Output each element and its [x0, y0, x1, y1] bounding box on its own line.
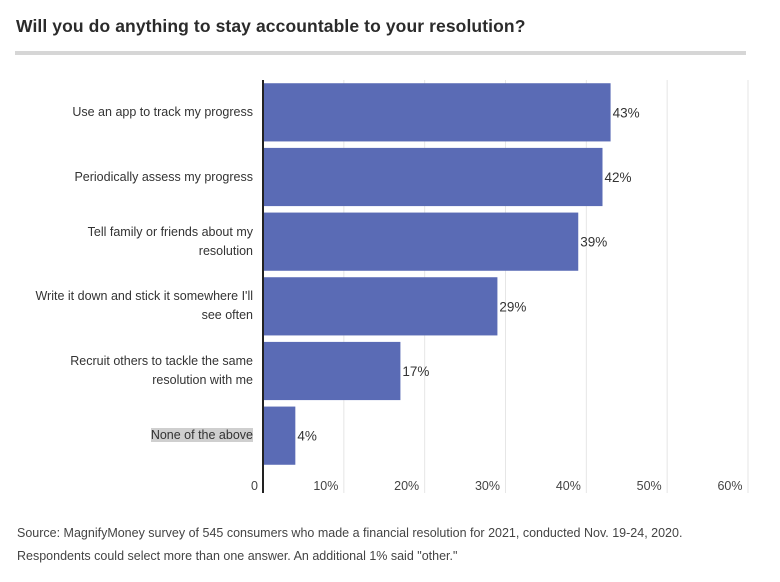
- title-divider: [15, 51, 746, 55]
- category-label: Tell family or friends about my resoluti…: [0, 223, 253, 261]
- category-label: Write it down and stick it somewhere I'l…: [0, 287, 253, 325]
- x-tick-label: 40%: [556, 479, 581, 493]
- bar: [263, 212, 579, 271]
- x-tick-label: 0: [251, 479, 258, 493]
- category-label-text: Periodically assess my progress: [74, 169, 253, 184]
- bar: [263, 83, 611, 142]
- value-label: 39%: [580, 235, 607, 250]
- x-tick-label: 20%: [394, 479, 419, 493]
- x-tick-label: 50%: [637, 479, 662, 493]
- bar: [263, 147, 603, 207]
- x-tick-label: 30%: [475, 479, 500, 493]
- chart-title: Will you do anything to stay accountable…: [16, 16, 526, 36]
- x-tick-label: 10%: [313, 479, 338, 493]
- category-label-text: Write it down and stick it somewhere I'l…: [35, 289, 253, 323]
- category-label-text: Tell family or friends about my resoluti…: [87, 224, 253, 258]
- source-note-line-2: Respondents could select more than one a…: [17, 549, 458, 563]
- bar: [263, 406, 296, 465]
- value-label: 43%: [613, 105, 640, 120]
- value-label: 17%: [402, 364, 429, 379]
- category-label: Recruit others to tackle the same resolu…: [0, 352, 253, 390]
- value-label: 29%: [499, 299, 526, 314]
- category-label: Periodically assess my progress: [0, 168, 253, 187]
- category-label: Use an app to track my progress: [0, 103, 253, 122]
- bar: [263, 341, 401, 401]
- category-label: None of the above: [0, 426, 253, 445]
- category-label-text: Use an app to track my progress: [72, 104, 253, 119]
- value-label: 42%: [605, 170, 632, 185]
- x-tick-label: 60%: [717, 479, 742, 493]
- category-label-text: None of the above: [150, 428, 253, 443]
- source-note-line-1: Source: MagnifyMoney survey of 545 consu…: [17, 526, 683, 540]
- value-label: 4%: [297, 429, 317, 444]
- bar: [263, 277, 498, 336]
- category-label-text: Recruit others to tackle the same resolu…: [70, 354, 253, 387]
